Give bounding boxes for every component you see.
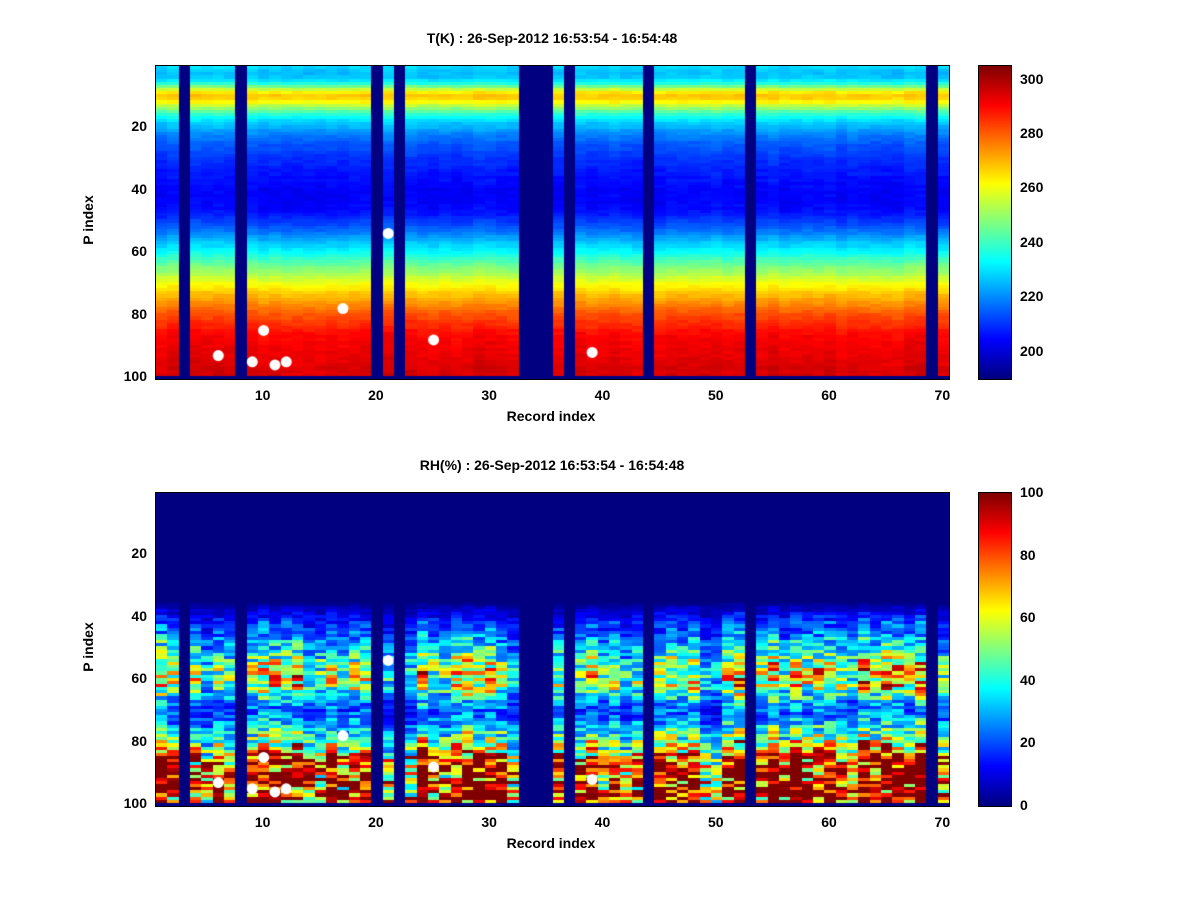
- humidity-x-axis-label: Record index: [506, 835, 596, 851]
- humidity-colorbar-canvas: [979, 493, 1011, 806]
- y-axis-tick-label: 20: [131, 118, 147, 135]
- y-axis-tick-label: 20: [131, 545, 147, 562]
- x-axis-tick-label: 70: [934, 814, 951, 830]
- humidity-colorbar: [978, 492, 1012, 807]
- temperature-y-axis-label: P index: [80, 195, 96, 245]
- colorbar-tick-label: 60: [1020, 609, 1036, 626]
- x-axis-tick-label: 40: [594, 814, 611, 830]
- colorbar-tick-label: 280: [1020, 125, 1044, 142]
- colorbar-tick-label: 220: [1020, 288, 1044, 305]
- x-axis-tick-label: 50: [707, 387, 724, 403]
- temperature-plot-title: T(K) : 26-Sep-2012 16:53:54 - 16:54:48: [426, 30, 678, 46]
- colorbar-tick-label: 100: [1020, 484, 1044, 500]
- x-axis-tick-label: 20: [368, 387, 384, 403]
- x-axis-tick-label: 60: [821, 387, 837, 403]
- x-axis-tick-label: 60: [821, 814, 837, 830]
- x-axis-tick-label: 30: [481, 387, 497, 403]
- temperature-heatmap-canvas: [156, 66, 949, 379]
- x-axis-tick-label: 70: [934, 387, 951, 403]
- y-axis-tick-label: 100: [123, 368, 147, 385]
- y-axis-tick-label: 40: [131, 607, 147, 624]
- colorbar-tick-label: 20: [1020, 734, 1036, 751]
- humidity-heatmap-canvas: [156, 493, 949, 806]
- humidity-plot-title: RH(%) : 26-Sep-2012 16:53:54 - 16:54:48: [419, 457, 685, 473]
- colorbar-tick-label: 40: [1020, 671, 1036, 688]
- temperature-colorbar: [978, 65, 1012, 380]
- y-axis-tick-label: 100: [123, 795, 147, 812]
- colorbar-tick-label: 0: [1020, 797, 1028, 813]
- x-axis-tick-label: 20: [368, 814, 384, 830]
- x-axis-tick-label: 50: [707, 814, 724, 830]
- x-axis-tick-label: 40: [594, 387, 611, 403]
- temperature-colorbar-canvas: [979, 66, 1011, 379]
- temperature-x-axis-label: Record index: [506, 408, 596, 424]
- x-axis-tick-label: 10: [254, 814, 271, 830]
- colorbar-tick-label: 240: [1020, 233, 1044, 250]
- humidity-y-axis-label: P index: [80, 622, 96, 672]
- y-axis-tick-label: 60: [131, 243, 147, 260]
- y-axis-tick-label: 80: [131, 305, 147, 322]
- y-axis-tick-label: 40: [131, 180, 147, 197]
- humidity-plot-area: [155, 492, 950, 807]
- x-axis-tick-label: 30: [481, 814, 497, 830]
- y-axis-tick-label: 60: [131, 670, 147, 687]
- y-axis-tick-label: 80: [131, 732, 147, 749]
- colorbar-tick-label: 200: [1020, 342, 1044, 359]
- colorbar-tick-label: 80: [1020, 546, 1036, 563]
- temperature-plot-area: [155, 65, 950, 380]
- colorbar-tick-label: 300: [1020, 70, 1044, 87]
- colorbar-tick-label: 260: [1020, 179, 1044, 196]
- x-axis-tick-label: 10: [254, 387, 271, 403]
